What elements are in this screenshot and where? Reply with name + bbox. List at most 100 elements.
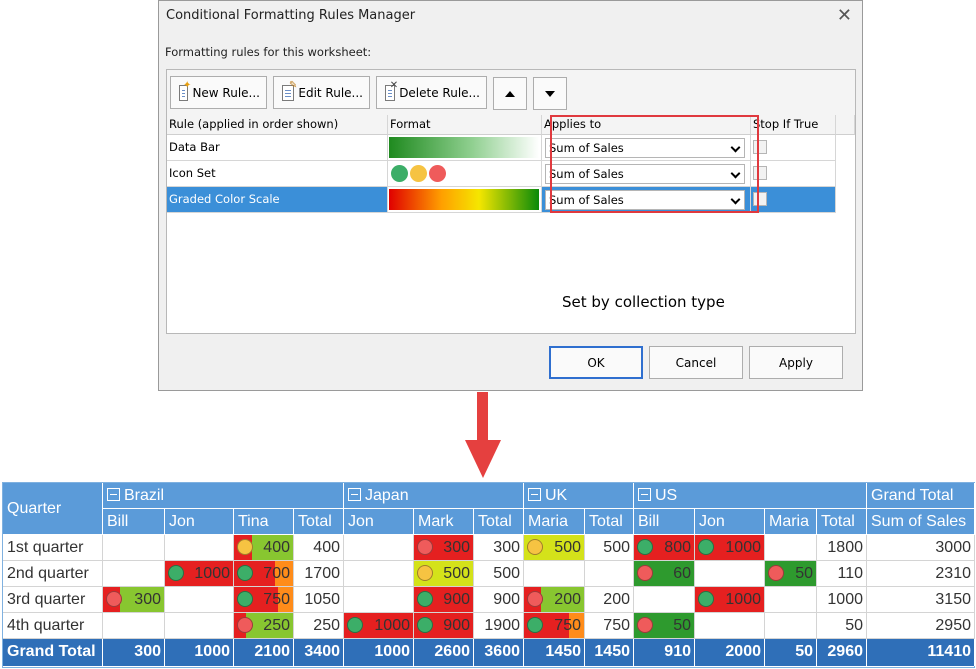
edit-rule-button[interactable]: ✎ Edit Rule... bbox=[273, 76, 370, 109]
data-cell[interactable]: 1000 bbox=[165, 561, 234, 587]
data-cell[interactable]: 2310 bbox=[867, 561, 975, 587]
data-cell[interactable]: 500 bbox=[414, 561, 474, 587]
data-cell[interactable] bbox=[765, 613, 817, 639]
data-cell[interactable]: 500 bbox=[585, 535, 634, 561]
row-label[interactable]: 3rd quarter bbox=[3, 587, 103, 613]
data-cell[interactable]: 50 bbox=[634, 613, 695, 639]
data-cell[interactable]: 800 bbox=[634, 535, 695, 561]
column-header[interactable]: Tina bbox=[234, 509, 294, 535]
data-cell[interactable] bbox=[165, 613, 234, 639]
data-cell[interactable]: 1000 bbox=[817, 587, 867, 613]
data-cell[interactable]: 250 bbox=[234, 613, 294, 639]
data-cell[interactable] bbox=[165, 587, 234, 613]
group-header-brazil[interactable]: Brazil bbox=[103, 483, 344, 509]
data-cell[interactable]: 200 bbox=[585, 587, 634, 613]
data-cell[interactable]: 1000 bbox=[695, 535, 765, 561]
column-header[interactable]: Total bbox=[474, 509, 524, 535]
rule-row-graded-color-scale[interactable]: Graded Color Scale Sum of Sales bbox=[167, 187, 855, 213]
column-header[interactable]: Jon bbox=[344, 509, 414, 535]
applies-to-select[interactable]: Sum of Sales bbox=[545, 138, 745, 158]
data-cell[interactable] bbox=[585, 561, 634, 587]
move-down-button[interactable] bbox=[533, 77, 567, 110]
data-cell[interactable]: 500 bbox=[474, 561, 524, 587]
stop-if-true-checkbox[interactable] bbox=[753, 166, 767, 180]
data-cell[interactable]: 1900 bbox=[474, 613, 524, 639]
data-cell[interactable]: 1000 bbox=[344, 613, 414, 639]
grand-total-cell[interactable]: 2960 bbox=[817, 639, 867, 666]
data-cell[interactable]: 1800 bbox=[817, 535, 867, 561]
data-cell[interactable]: 50 bbox=[817, 613, 867, 639]
data-cell[interactable]: 1050 bbox=[294, 587, 344, 613]
group-header-uk[interactable]: UK bbox=[524, 483, 634, 509]
cancel-button[interactable]: Cancel bbox=[649, 346, 743, 379]
data-cell[interactable] bbox=[634, 587, 695, 613]
group-header-japan[interactable]: Japan bbox=[344, 483, 524, 509]
grand-total-cell[interactable]: 3400 bbox=[294, 639, 344, 666]
column-header[interactable]: Total bbox=[817, 509, 867, 535]
stop-if-true-checkbox[interactable] bbox=[753, 140, 767, 154]
data-cell[interactable]: 750 bbox=[234, 587, 294, 613]
data-cell[interactable] bbox=[103, 561, 165, 587]
column-header[interactable]: Bill bbox=[634, 509, 695, 535]
column-header[interactable]: Total bbox=[294, 509, 344, 535]
data-cell[interactable] bbox=[165, 535, 234, 561]
row-label[interactable]: 1st quarter bbox=[3, 535, 103, 561]
data-cell[interactable]: 3150 bbox=[867, 587, 975, 613]
data-cell[interactable] bbox=[344, 587, 414, 613]
data-cell[interactable]: 750 bbox=[585, 613, 634, 639]
column-header[interactable]: Maria bbox=[765, 509, 817, 535]
data-cell[interactable]: 3000 bbox=[867, 535, 975, 561]
data-cell[interactable]: 300 bbox=[103, 587, 165, 613]
data-cell[interactable]: 200 bbox=[524, 587, 585, 613]
grand-total-cell[interactable]: 2600 bbox=[414, 639, 474, 666]
data-cell[interactable] bbox=[344, 535, 414, 561]
grand-total-cell[interactable]: 2100 bbox=[234, 639, 294, 666]
data-cell[interactable] bbox=[103, 535, 165, 561]
data-cell[interactable] bbox=[103, 613, 165, 639]
data-cell[interactable]: 1700 bbox=[294, 561, 344, 587]
data-cell[interactable]: 300 bbox=[414, 535, 474, 561]
column-header[interactable]: Sum of Sales bbox=[867, 509, 975, 535]
grand-total-cell[interactable]: 11410 bbox=[867, 639, 975, 666]
data-cell[interactable]: 900 bbox=[414, 587, 474, 613]
close-icon[interactable]: ✕ bbox=[836, 5, 852, 26]
collapse-icon[interactable] bbox=[107, 488, 120, 501]
data-cell[interactable]: 250 bbox=[294, 613, 344, 639]
data-cell[interactable]: 400 bbox=[234, 535, 294, 561]
data-cell[interactable] bbox=[765, 587, 817, 613]
delete-rule-button[interactable]: ✕ Delete Rule... bbox=[376, 76, 487, 109]
data-cell[interactable] bbox=[695, 613, 765, 639]
data-cell[interactable] bbox=[344, 561, 414, 587]
column-header[interactable]: Bill bbox=[103, 509, 165, 535]
grand-total-cell[interactable]: 1000 bbox=[165, 639, 234, 666]
column-header[interactable]: Total bbox=[585, 509, 634, 535]
data-cell[interactable]: 500 bbox=[524, 535, 585, 561]
grand-total-cell[interactable]: 910 bbox=[634, 639, 695, 666]
data-cell[interactable] bbox=[765, 535, 817, 561]
collapse-icon[interactable] bbox=[528, 488, 541, 501]
new-rule-button[interactable]: ✦ New Rule... bbox=[170, 76, 267, 109]
grand-total-cell[interactable]: 50 bbox=[765, 639, 817, 666]
data-cell[interactable]: 300 bbox=[474, 535, 524, 561]
row-label[interactable]: 4th quarter bbox=[3, 613, 103, 639]
data-cell[interactable]: 700 bbox=[234, 561, 294, 587]
applies-to-select[interactable]: Sum of Sales bbox=[545, 164, 745, 184]
row-label[interactable]: 2nd quarter bbox=[3, 561, 103, 587]
data-cell[interactable]: 750 bbox=[524, 613, 585, 639]
grand-total-cell[interactable]: 300 bbox=[103, 639, 165, 666]
data-cell[interactable]: 2950 bbox=[867, 613, 975, 639]
data-cell[interactable]: 50 bbox=[765, 561, 817, 587]
ok-button[interactable]: OK bbox=[549, 346, 643, 379]
collapse-icon[interactable] bbox=[348, 488, 361, 501]
data-cell[interactable]: 900 bbox=[474, 587, 524, 613]
column-header[interactable]: Jon bbox=[165, 509, 234, 535]
rule-row-data-bar[interactable]: Data Bar Sum of Sales bbox=[167, 135, 855, 161]
column-header[interactable]: Maria bbox=[524, 509, 585, 535]
grand-total-cell[interactable]: 1450 bbox=[585, 639, 634, 666]
collapse-icon[interactable] bbox=[638, 488, 651, 501]
data-cell[interactable]: 110 bbox=[817, 561, 867, 587]
move-up-button[interactable] bbox=[493, 77, 527, 110]
data-cell[interactable]: 1000 bbox=[695, 587, 765, 613]
data-cell[interactable] bbox=[695, 561, 765, 587]
grand-total-cell[interactable]: 1000 bbox=[344, 639, 414, 666]
